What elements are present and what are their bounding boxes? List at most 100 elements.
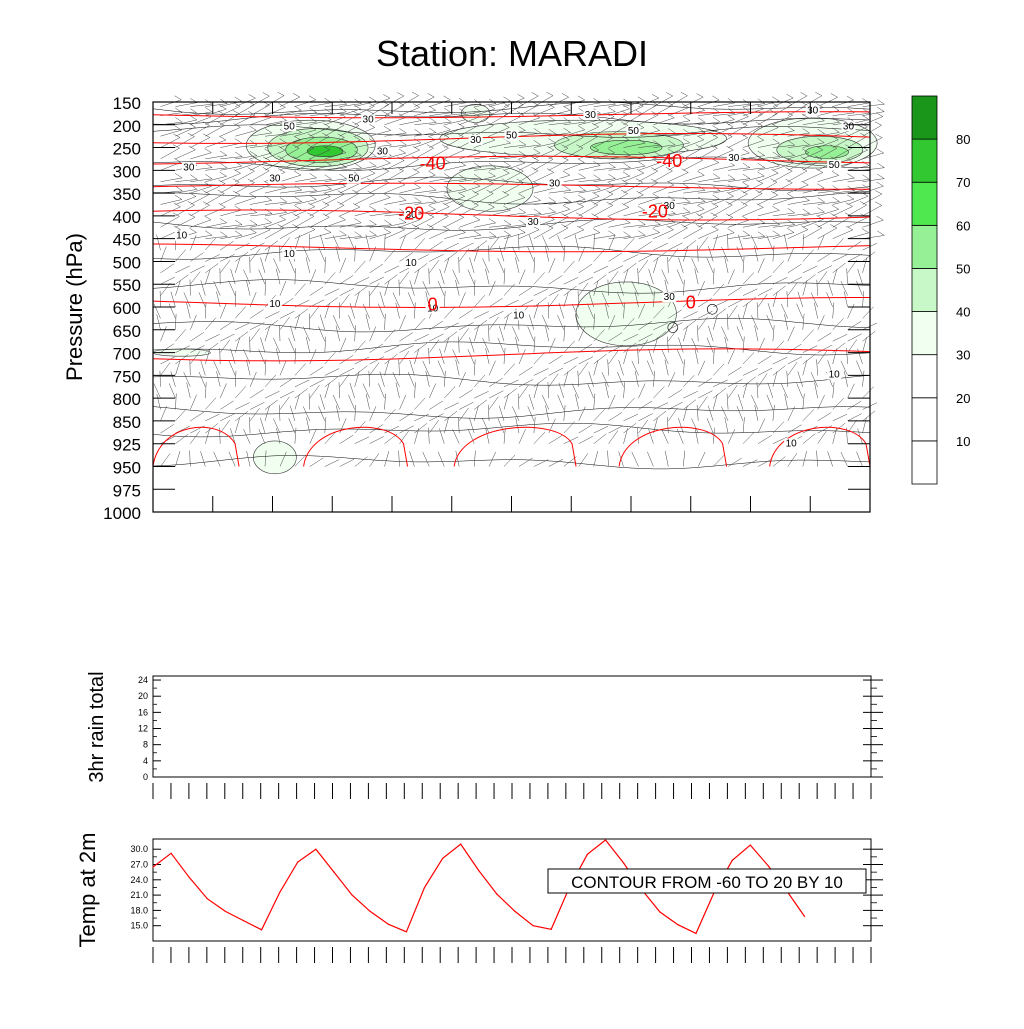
wind-contour-label: 30 (183, 162, 195, 173)
wind-barb-feather (293, 93, 300, 97)
temperature-point (750, 845, 751, 846)
pressure-tick-label: 1000 (103, 504, 141, 523)
colorbar-box (912, 139, 937, 182)
pressure-tick-label: 800 (113, 390, 141, 409)
wind-contour-label: 10 (829, 370, 841, 381)
wind-barb-feather (786, 94, 793, 98)
colorbar-box (912, 355, 937, 398)
pressure-tick-label: 400 (113, 208, 141, 227)
temperature-contour-label: 0 (428, 295, 438, 315)
wind-barb-feather (532, 92, 539, 96)
wind-barb-feather (801, 92, 808, 96)
pressure-tick-label: 550 (113, 276, 141, 295)
temperature-point (587, 854, 588, 855)
wind-barb-feather (518, 94, 525, 98)
wind-barb-feather (235, 97, 242, 101)
colorbar-label: 50 (956, 261, 970, 276)
wind-contour-label: 10 (786, 438, 798, 449)
temperature-point (496, 894, 497, 895)
temperature-point (152, 866, 153, 867)
temp-tick-label: 15.0 (130, 921, 148, 931)
colorbar-box (912, 225, 937, 268)
temperature-point (261, 929, 262, 930)
pressure-tick-label: 925 (113, 436, 141, 455)
colorbar-label: 40 (956, 305, 970, 320)
temperature-point (424, 887, 425, 888)
temperature-point (659, 911, 660, 912)
wind-barb-feather (383, 94, 390, 98)
temperature-point (352, 895, 353, 896)
colorbar-label: 60 (956, 218, 970, 233)
temperature-point (207, 898, 208, 899)
wind-contour-label: 30 (363, 115, 375, 126)
wind-barb-feather (249, 94, 256, 98)
wind-barb-feather (877, 107, 884, 111)
temperature-point (804, 916, 805, 917)
temperature-point (171, 853, 172, 854)
rain-tick-label: 0 (143, 772, 148, 782)
wind-barb-feather (263, 93, 270, 97)
wind-contour-label: 10 (269, 299, 281, 310)
rain-tick-label: 16 (138, 707, 148, 717)
temperature-axis-label: Temp at 2m (75, 833, 100, 948)
wind-barb-feather (638, 97, 645, 101)
temperature-point (533, 925, 534, 926)
wind-barb-feather (666, 92, 673, 96)
wind-barb-feather (815, 92, 822, 96)
pressure-tick-label: 950 (113, 458, 141, 477)
colorbar-label: 10 (956, 434, 970, 449)
chart-title: Station: MARADI (376, 33, 648, 74)
temperature-point (677, 924, 678, 925)
temperature-point (478, 870, 479, 871)
wind-barb-feather (847, 96, 854, 100)
wind-barb-feather (877, 149, 884, 153)
wind-barb-feather (428, 93, 435, 97)
wind-barb-feather (831, 94, 838, 98)
wind-barb-feather (877, 163, 884, 168)
temperature-point (605, 839, 606, 840)
wind-contour-label: 30 (664, 292, 676, 303)
temperature-point (189, 877, 190, 878)
wind-shade-area (805, 146, 848, 159)
wind-barb-feather (712, 96, 719, 100)
wind-contour-label: 50 (506, 130, 518, 141)
wind-barb-feather (876, 113, 883, 117)
temperature-point (333, 872, 334, 873)
pressure-tick-label: 250 (113, 140, 141, 159)
wind-contour-label: 50 (348, 174, 360, 185)
wind-contour-label: 30 (843, 121, 855, 132)
temp-tick-label: 18.0 (130, 905, 148, 915)
temperature-point (514, 911, 515, 912)
colorbar-label: 30 (956, 348, 970, 363)
wind-barb-feather (562, 93, 569, 97)
wind-barb-feather (504, 97, 511, 101)
wind-barb-feather (877, 100, 884, 105)
temperature-point (623, 862, 624, 863)
pressure-tick-label: 700 (113, 345, 141, 364)
temperature-point (297, 861, 298, 862)
temperature-panel: 15.018.021.024.027.030.0 CONTOUR FROM -6… (75, 833, 883, 963)
wind-barb-feather (877, 174, 884, 179)
pressure-tick-label: 850 (113, 413, 141, 432)
wind-barb-feather (444, 96, 451, 100)
colorbar-label: 80 (956, 132, 970, 147)
temperature-point (732, 860, 733, 861)
wind-contour-label: 30 (807, 105, 819, 116)
wind-contour-label: 30 (269, 174, 281, 185)
wind-barb-feather (397, 93, 404, 97)
temperature-point (768, 865, 769, 866)
wind-contour-label: 50 (829, 160, 841, 171)
temperature-point (406, 931, 407, 932)
wind-contour-label: 30 (470, 135, 482, 146)
wind-contour-label: 30 (585, 110, 597, 121)
wind-barb-feather (697, 94, 704, 98)
wind-contour-label: 10 (284, 249, 296, 260)
temperature-point (315, 849, 316, 850)
pressure-tick-label: 150 (113, 94, 141, 113)
rain-frame (153, 676, 871, 777)
temp-tick-label: 27.0 (130, 860, 148, 870)
pressure-tick-label: 200 (113, 117, 141, 136)
